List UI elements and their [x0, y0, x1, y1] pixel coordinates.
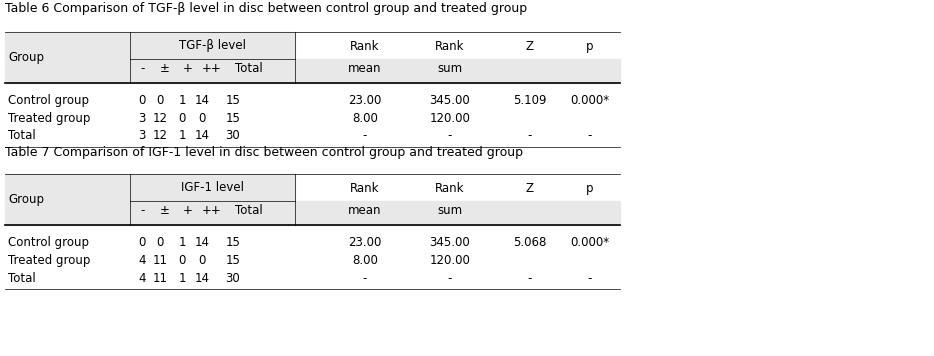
Text: Group: Group	[8, 51, 44, 64]
Text: Treated group: Treated group	[8, 254, 91, 267]
Text: 345.00: 345.00	[430, 236, 471, 250]
Text: Total: Total	[235, 204, 262, 217]
Text: 0.000*: 0.000*	[571, 94, 610, 107]
Text: 345.00: 345.00	[430, 94, 471, 107]
Text: TGF-β level: TGF-β level	[179, 39, 246, 52]
Text: Rank: Rank	[350, 40, 380, 53]
Text: 4: 4	[138, 254, 146, 267]
Text: sum: sum	[437, 63, 462, 75]
Text: 12: 12	[152, 112, 167, 125]
Text: p: p	[587, 182, 594, 195]
Text: -: -	[140, 204, 145, 217]
Text: +: +	[183, 204, 193, 217]
Text: 0: 0	[198, 112, 205, 125]
Text: -: -	[447, 129, 452, 142]
Text: Table 6 Comparison of TGF-β level in disc between control group and treated grou: Table 6 Comparison of TGF-β level in dis…	[5, 2, 527, 15]
Text: 23.00: 23.00	[348, 94, 382, 107]
Text: 120.00: 120.00	[430, 254, 471, 267]
Text: -: -	[362, 272, 367, 285]
Text: 3: 3	[138, 112, 146, 125]
Text: ++: ++	[202, 204, 221, 217]
Text: 11: 11	[152, 254, 167, 267]
Text: 0: 0	[138, 236, 146, 250]
Text: 5.068: 5.068	[514, 236, 546, 250]
Text: 3: 3	[138, 129, 146, 142]
Text: 14: 14	[194, 272, 209, 285]
Text: 0.000*: 0.000*	[571, 236, 610, 250]
Text: 1: 1	[178, 129, 186, 142]
Text: 30: 30	[226, 129, 240, 142]
Text: Control group: Control group	[8, 94, 89, 107]
Text: 15: 15	[226, 254, 240, 267]
Text: -: -	[528, 272, 532, 285]
Text: sum: sum	[437, 204, 462, 217]
Text: -: -	[447, 272, 452, 285]
Text: Total: Total	[235, 63, 262, 75]
Text: Z: Z	[526, 182, 534, 195]
Text: Total: Total	[8, 129, 35, 142]
Text: Rank: Rank	[435, 182, 465, 195]
Text: Rank: Rank	[350, 182, 380, 195]
Text: mean: mean	[348, 204, 382, 217]
Text: 0: 0	[156, 94, 163, 107]
Text: ±: ±	[160, 63, 170, 75]
Text: 1: 1	[178, 236, 186, 250]
Text: +: +	[183, 63, 193, 75]
Text: 0: 0	[138, 94, 146, 107]
Text: -: -	[528, 129, 532, 142]
Text: 15: 15	[226, 112, 240, 125]
Text: p: p	[587, 40, 594, 53]
Text: 15: 15	[226, 94, 240, 107]
Text: 5.109: 5.109	[514, 94, 546, 107]
Text: -: -	[140, 63, 145, 75]
Text: 23.00: 23.00	[348, 236, 382, 250]
Text: 0: 0	[178, 112, 186, 125]
Text: 14: 14	[194, 236, 209, 250]
Text: Total: Total	[8, 272, 35, 285]
Text: 30: 30	[226, 272, 240, 285]
Text: 0: 0	[198, 254, 205, 267]
Text: 0: 0	[178, 254, 186, 267]
Text: Treated group: Treated group	[8, 112, 91, 125]
Text: 0: 0	[156, 236, 163, 250]
Text: 14: 14	[194, 129, 209, 142]
Text: ±: ±	[160, 204, 170, 217]
Text: Z: Z	[526, 40, 534, 53]
Text: IGF-1 level: IGF-1 level	[181, 181, 244, 194]
Text: Control group: Control group	[8, 236, 89, 250]
Text: -: -	[587, 272, 592, 285]
Text: 8.00: 8.00	[352, 254, 378, 267]
Text: Table 7 Comparison of IGF-1 level in disc between control group and treated grou: Table 7 Comparison of IGF-1 level in dis…	[5, 146, 523, 159]
Text: -: -	[587, 129, 592, 142]
Text: 120.00: 120.00	[430, 112, 471, 125]
Text: 11: 11	[152, 272, 167, 285]
Text: Rank: Rank	[435, 40, 465, 53]
Text: ++: ++	[202, 63, 221, 75]
Text: 15: 15	[226, 236, 240, 250]
Text: mean: mean	[348, 63, 382, 75]
Text: Group: Group	[8, 193, 44, 206]
Text: 1: 1	[178, 272, 186, 285]
Text: 8.00: 8.00	[352, 112, 378, 125]
Text: -: -	[362, 129, 367, 142]
Text: 12: 12	[152, 129, 167, 142]
Text: 4: 4	[138, 272, 146, 285]
Text: 14: 14	[194, 94, 209, 107]
Text: 1: 1	[178, 94, 186, 107]
